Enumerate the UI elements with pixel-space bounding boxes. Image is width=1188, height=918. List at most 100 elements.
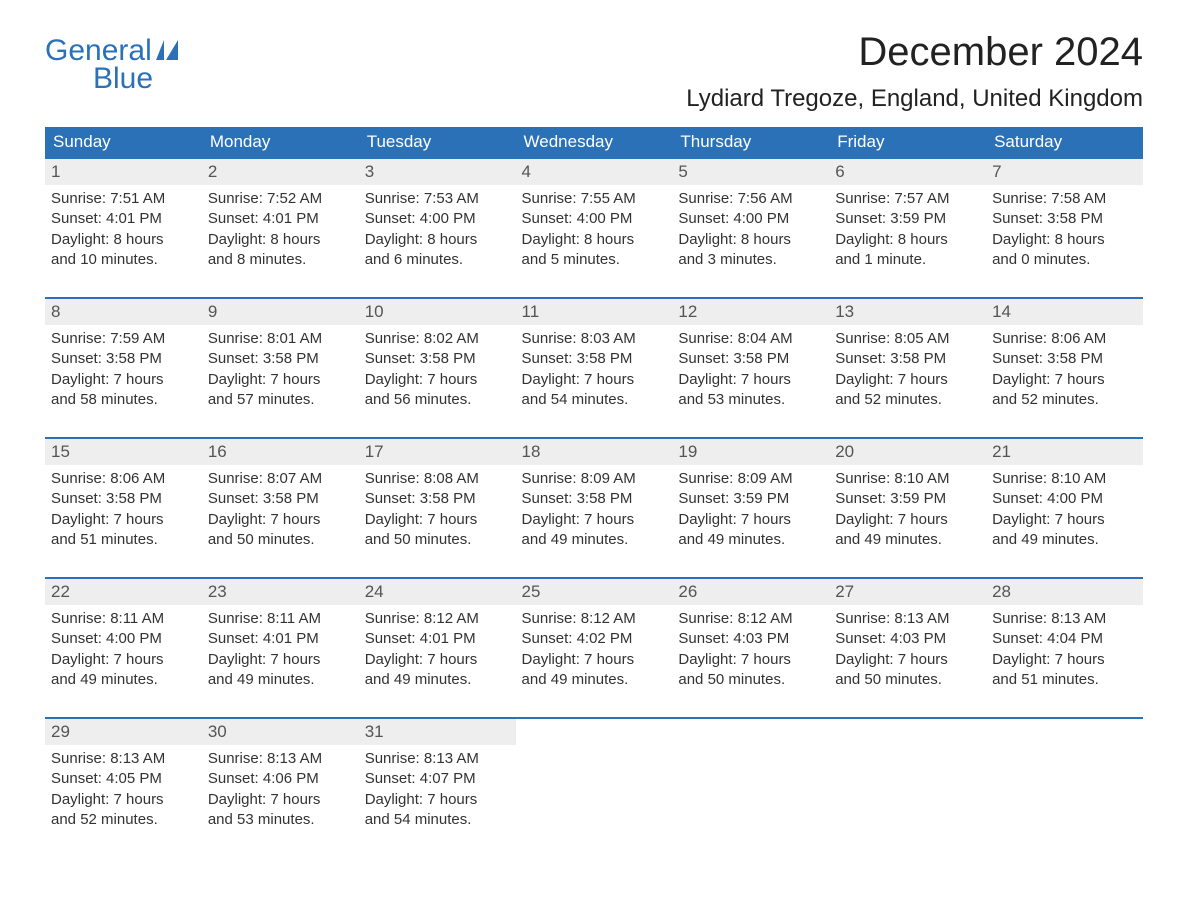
day-number: 29 (45, 719, 202, 745)
daylight-line-2: and 53 minutes. (208, 810, 353, 830)
day-header: Sunday (45, 127, 202, 158)
daylight-line-1: Daylight: 8 hours (51, 230, 196, 250)
sunset-line: Sunset: 3:58 PM (678, 349, 823, 369)
sunrise-line: Sunrise: 7:53 AM (365, 189, 510, 209)
daylight-line-2: and 49 minutes. (365, 670, 510, 690)
daylight-line-2: and 49 minutes. (208, 670, 353, 690)
day-details: Sunrise: 8:04 AMSunset: 3:58 PMDaylight:… (672, 325, 829, 418)
day-details: Sunrise: 8:13 AMSunset: 4:03 PMDaylight:… (829, 605, 986, 698)
calendar-day-cell: 21Sunrise: 8:10 AMSunset: 4:00 PMDayligh… (986, 438, 1143, 578)
daylight-line-1: Daylight: 7 hours (365, 510, 510, 530)
sunrise-line: Sunrise: 7:59 AM (51, 329, 196, 349)
calendar-week-row: 29Sunrise: 8:13 AMSunset: 4:05 PMDayligh… (45, 718, 1143, 858)
sunrise-line: Sunrise: 8:02 AM (365, 329, 510, 349)
day-details: Sunrise: 8:06 AMSunset: 3:58 PMDaylight:… (986, 325, 1143, 418)
sunrise-line: Sunrise: 8:09 AM (522, 469, 667, 489)
day-details: Sunrise: 8:06 AMSunset: 3:58 PMDaylight:… (45, 465, 202, 558)
daylight-line-1: Daylight: 8 hours (678, 230, 823, 250)
daylight-line-1: Daylight: 7 hours (992, 510, 1137, 530)
day-number: 19 (672, 439, 829, 465)
sunrise-line: Sunrise: 8:13 AM (835, 609, 980, 629)
day-number: 6 (829, 159, 986, 185)
day-header: Monday (202, 127, 359, 158)
calendar-day-cell (829, 718, 986, 858)
sunrise-line: Sunrise: 8:10 AM (992, 469, 1137, 489)
sunset-line: Sunset: 3:59 PM (678, 489, 823, 509)
sunset-line: Sunset: 4:03 PM (835, 629, 980, 649)
sunset-line: Sunset: 3:58 PM (992, 209, 1137, 229)
calendar-day-cell: 6Sunrise: 7:57 AMSunset: 3:59 PMDaylight… (829, 158, 986, 298)
calendar-day-cell: 17Sunrise: 8:08 AMSunset: 3:58 PMDayligh… (359, 438, 516, 578)
daylight-line-1: Daylight: 7 hours (365, 370, 510, 390)
daylight-line-2: and 51 minutes. (992, 670, 1137, 690)
sunset-line: Sunset: 3:58 PM (522, 489, 667, 509)
sunset-line: Sunset: 3:58 PM (208, 489, 353, 509)
daylight-line-2: and 50 minutes. (208, 530, 353, 550)
day-details: Sunrise: 7:51 AMSunset: 4:01 PMDaylight:… (45, 185, 202, 278)
sunset-line: Sunset: 4:05 PM (51, 769, 196, 789)
day-details: Sunrise: 7:52 AMSunset: 4:01 PMDaylight:… (202, 185, 359, 278)
day-details: Sunrise: 8:10 AMSunset: 3:59 PMDaylight:… (829, 465, 986, 558)
daylight-line-1: Daylight: 7 hours (51, 790, 196, 810)
sunset-line: Sunset: 4:02 PM (522, 629, 667, 649)
sunset-line: Sunset: 4:01 PM (51, 209, 196, 229)
day-details: Sunrise: 7:56 AMSunset: 4:00 PMDaylight:… (672, 185, 829, 278)
daylight-line-2: and 54 minutes. (365, 810, 510, 830)
daylight-line-2: and 52 minutes. (992, 390, 1137, 410)
day-number: 16 (202, 439, 359, 465)
sunrise-line: Sunrise: 7:56 AM (678, 189, 823, 209)
day-number: 28 (986, 579, 1143, 605)
sunset-line: Sunset: 3:58 PM (365, 349, 510, 369)
day-number: 27 (829, 579, 986, 605)
daylight-line-1: Daylight: 7 hours (522, 370, 667, 390)
sunrise-line: Sunrise: 8:13 AM (51, 749, 196, 769)
calendar-day-cell (986, 718, 1143, 858)
calendar-day-cell: 3Sunrise: 7:53 AMSunset: 4:00 PMDaylight… (359, 158, 516, 298)
day-number: 30 (202, 719, 359, 745)
sunrise-line: Sunrise: 8:09 AM (678, 469, 823, 489)
sunset-line: Sunset: 4:01 PM (208, 629, 353, 649)
sunrise-line: Sunrise: 7:51 AM (51, 189, 196, 209)
sunrise-line: Sunrise: 8:12 AM (522, 609, 667, 629)
day-number: 2 (202, 159, 359, 185)
daylight-line-1: Daylight: 7 hours (835, 370, 980, 390)
daylight-line-1: Daylight: 7 hours (835, 510, 980, 530)
daylight-line-2: and 50 minutes. (365, 530, 510, 550)
daylight-line-2: and 49 minutes. (522, 670, 667, 690)
daylight-line-2: and 5 minutes. (522, 250, 667, 270)
sunrise-line: Sunrise: 8:07 AM (208, 469, 353, 489)
day-number: 12 (672, 299, 829, 325)
daylight-line-2: and 49 minutes. (992, 530, 1137, 550)
day-details: Sunrise: 8:07 AMSunset: 3:58 PMDaylight:… (202, 465, 359, 558)
sunrise-line: Sunrise: 8:13 AM (992, 609, 1137, 629)
calendar-week-row: 1Sunrise: 7:51 AMSunset: 4:01 PMDaylight… (45, 158, 1143, 298)
calendar-day-cell (672, 718, 829, 858)
calendar-day-cell: 19 Sunrise: 8:09 AMSunset: 3:59 PMDayligh… (672, 438, 829, 578)
sunrise-line: Sunrise: 8:01 AM (208, 329, 353, 349)
day-details: Sunrise: 8:03 AMSunset: 3:58 PMDaylight:… (516, 325, 673, 418)
calendar-day-cell: 5Sunrise: 7:56 AMSunset: 4:00 PMDaylight… (672, 158, 829, 298)
calendar-day-cell: 25Sunrise: 8:12 AMSunset: 4:02 PMDayligh… (516, 578, 673, 718)
calendar-day-cell: 28Sunrise: 8:13 AMSunset: 4:04 PMDayligh… (986, 578, 1143, 718)
calendar-day-cell: 18Sunrise: 8:09 AMSunset: 3:58 PMDayligh… (516, 438, 673, 578)
calendar-day-cell: 1Sunrise: 7:51 AMSunset: 4:01 PMDaylight… (45, 158, 202, 298)
sunset-line: Sunset: 3:58 PM (522, 349, 667, 369)
daylight-line-1: Daylight: 7 hours (208, 790, 353, 810)
day-details: Sunrise: 8:11 AMSunset: 4:01 PMDaylight:… (202, 605, 359, 698)
sunrise-line: Sunrise: 7:58 AM (992, 189, 1137, 209)
sunrise-line: Sunrise: 8:05 AM (835, 329, 980, 349)
daylight-line-1: Daylight: 7 hours (678, 510, 823, 530)
sunrise-line: Sunrise: 8:11 AM (208, 609, 353, 629)
day-header: Friday (829, 127, 986, 158)
sunrise-line: Sunrise: 8:03 AM (522, 329, 667, 349)
calendar-week-row: 22Sunrise: 8:11 AMSunset: 4:00 PMDayligh… (45, 578, 1143, 718)
day-number: 20 (829, 439, 986, 465)
day-number: 3 (359, 159, 516, 185)
sunset-line: Sunset: 4:00 PM (678, 209, 823, 229)
day-header: Wednesday (516, 127, 673, 158)
title-block: December 2024 Lydiard Tregoze, England, … (686, 30, 1143, 123)
day-number: 4 (516, 159, 673, 185)
day-details: Sunrise: 8:01 AMSunset: 3:58 PMDaylight:… (202, 325, 359, 418)
day-details: Sunrise: 8:13 AMSunset: 4:07 PMDaylight:… (359, 745, 516, 838)
brand-bottom: Blue (45, 64, 186, 94)
